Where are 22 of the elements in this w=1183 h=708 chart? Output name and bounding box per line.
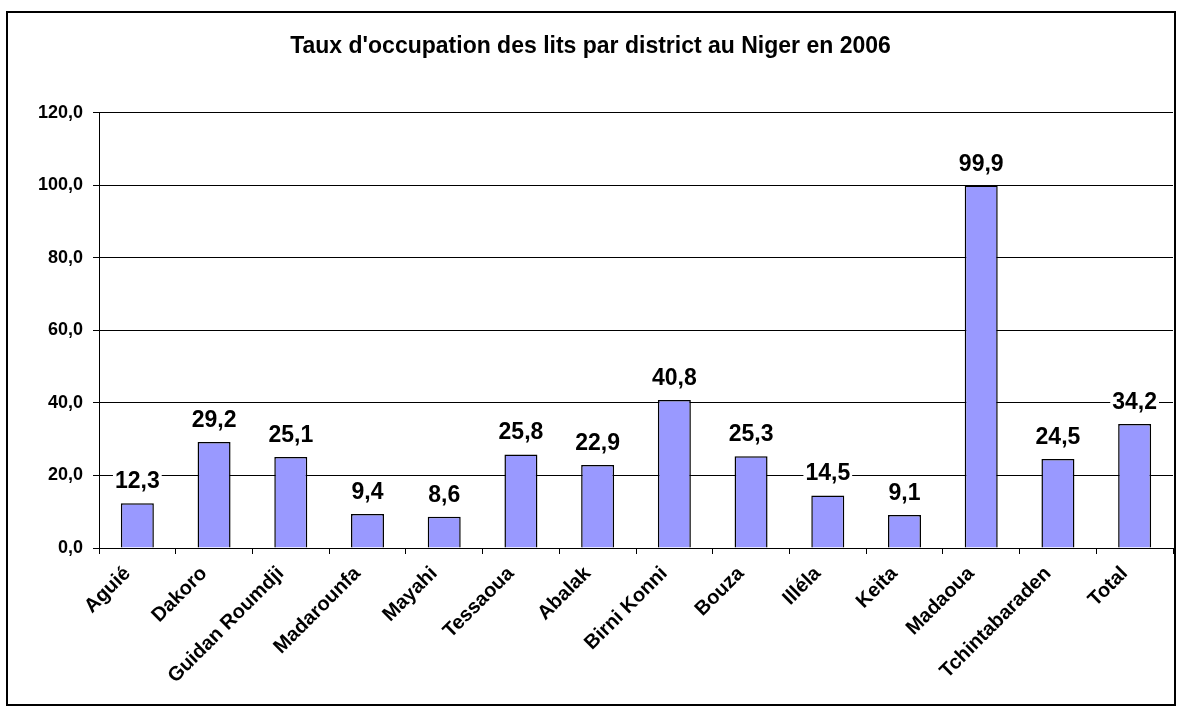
data-label: 8,6 (428, 480, 461, 507)
data-label: 34,2 (1112, 387, 1158, 414)
data-label: 99,9 (958, 149, 1004, 176)
chart-title: Taux d'occupation des lits par district au Niger en 2006 (290, 32, 891, 59)
data-label: 14,5 (805, 459, 851, 486)
data-label: 22,9 (575, 428, 621, 455)
y-tick-label: 120,0 (37, 101, 83, 122)
y-tick-label: 40,0 (47, 391, 83, 412)
y-tick-label: 20,0 (47, 464, 83, 485)
data-label: 25,8 (498, 418, 544, 445)
data-label: 25,3 (728, 420, 774, 447)
y-tick-label: 0,0 (57, 536, 83, 557)
data-label: 12,3 (114, 467, 160, 494)
data-label: 40,8 (651, 363, 697, 390)
data-label: 24,5 (1035, 423, 1081, 450)
data-label: 25,1 (268, 420, 314, 447)
data-label: 29,2 (191, 406, 237, 433)
data-label: 9,4 (351, 477, 384, 504)
data-label: 9,1 (888, 478, 921, 505)
y-tick-label: 100,0 (37, 174, 83, 195)
y-tick-label: 60,0 (47, 319, 83, 340)
y-tick-label: 80,0 (47, 246, 83, 267)
